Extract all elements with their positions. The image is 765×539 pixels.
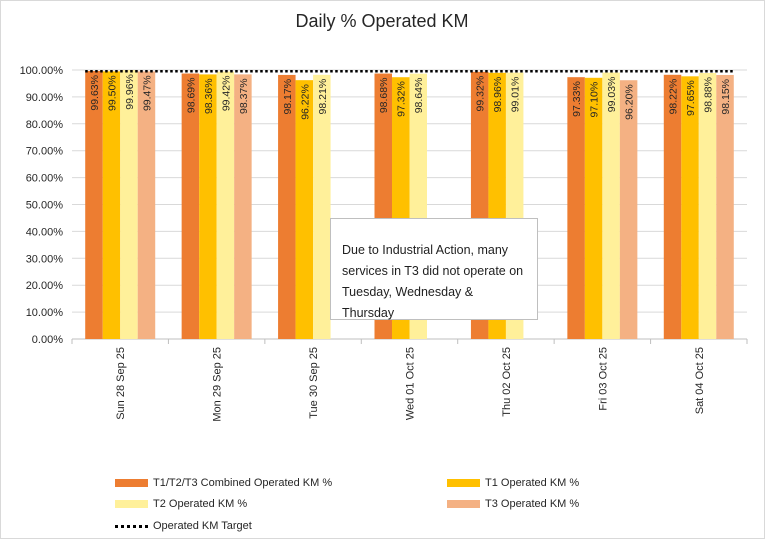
bar (567, 77, 585, 339)
x-tick-label: Thu 02 Oct 25 (501, 347, 513, 417)
x-tick-label: Sun 28 Sep 25 (115, 347, 127, 420)
bar (698, 73, 717, 339)
bar (663, 74, 682, 339)
bar (85, 70, 103, 339)
x-tick-label: Sat 04 Oct 25 (694, 347, 706, 414)
data-labels: 99.63% 99.50% 99.96% 99.47% 98.69% 98.36% 99.4… (89, 74, 732, 120)
y-tick-label: 60.00% (26, 173, 64, 185)
data-label: 98.64% (413, 78, 425, 114)
bar (102, 71, 121, 339)
data-label: 99.47% (141, 75, 153, 111)
bar (313, 74, 331, 340)
legend-swatch-combined (115, 479, 148, 487)
bar (181, 73, 200, 340)
y-tick-label: 10.00% (26, 307, 64, 319)
bar (234, 74, 252, 339)
bar (584, 77, 603, 340)
bar (681, 76, 699, 339)
bar (199, 74, 217, 340)
data-label: 98.68% (378, 78, 390, 114)
bars (85, 70, 734, 340)
data-label: 97.33% (571, 81, 583, 117)
data-label: 99.03% (606, 77, 618, 113)
data-label: 98.96% (492, 77, 504, 113)
x-tick-label: Mon 29 Sep 25 (212, 347, 224, 422)
y-tick-label: 80.00% (26, 119, 64, 131)
data-label: 98.88% (703, 77, 715, 113)
legend-label-target: Operated KM Target (153, 520, 252, 532)
legend-label-t1: T1 Operated KM % (485, 477, 580, 489)
data-label: 97.32% (396, 81, 408, 117)
data-label: 97.65% (685, 80, 697, 116)
bar (120, 70, 138, 339)
bar (295, 80, 314, 339)
y-tick-label: 50.00% (26, 200, 64, 212)
bar (602, 72, 620, 339)
data-label: 98.15% (720, 79, 732, 115)
annotation-box: Due to Industrial Action, many services … (330, 218, 538, 320)
data-label: 99.42% (220, 76, 232, 112)
bar (137, 71, 156, 340)
bar (716, 74, 734, 339)
annotation-text: Due to Industrial Action, many services … (342, 243, 524, 320)
data-label: 99.63% (89, 75, 101, 111)
data-label: 98.69% (185, 78, 197, 114)
y-axis-ticks: 0.00% 10.00% 20.00% 30.00% 40.00% 50.00% 60.00… (20, 65, 64, 346)
data-label: 98.21% (317, 79, 329, 115)
legend-swatch-target (115, 525, 148, 528)
data-label: 98.37% (238, 78, 250, 114)
x-tick-label: Fri 03 Oct 25 (597, 347, 609, 411)
chart-title: Daily % Operated KM (295, 11, 468, 31)
x-axis-ticks: Sun 28 Sep 25 Mon 29 Sep 25 Tue 30 Sep 25 W… (71, 339, 748, 422)
data-label: 98.17% (282, 79, 294, 115)
bar (619, 80, 638, 340)
legend-swatch-t3 (447, 500, 480, 508)
data-label: 98.36% (203, 78, 215, 114)
y-tick-label: 0.00% (32, 334, 63, 346)
data-label: 99.32% (475, 76, 487, 112)
data-label: 97.10% (589, 82, 601, 118)
y-tick-label: 90.00% (26, 92, 64, 104)
y-tick-label: 30.00% (26, 253, 64, 265)
y-tick-label: 20.00% (26, 280, 64, 292)
y-tick-label: 40.00% (26, 226, 64, 238)
bar (278, 74, 296, 339)
legend-label-combined: T1/T2/T3 Combined Operated KM % (153, 477, 333, 489)
legend-label-t3: T3 Operated KM % (485, 498, 580, 510)
x-tick-label: Tue 30 Sep 25 (308, 347, 320, 419)
legend-swatch-t2 (115, 500, 148, 508)
data-label: 98.22% (668, 79, 680, 115)
data-label: 99.50% (106, 75, 118, 111)
x-tick-label: Wed 01 Oct 25 (405, 347, 417, 420)
y-tick-label: 70.00% (26, 146, 64, 158)
bar (216, 71, 235, 339)
data-label: 99.01% (510, 77, 522, 113)
data-label: 99.96% (124, 74, 136, 110)
legend-label-t2: T2 Operated KM % (153, 498, 248, 510)
legend-swatch-t1 (447, 479, 480, 487)
y-tick-label: 100.00% (20, 65, 64, 77)
data-label: 96.22% (299, 84, 311, 120)
data-label: 96.20% (624, 84, 636, 120)
